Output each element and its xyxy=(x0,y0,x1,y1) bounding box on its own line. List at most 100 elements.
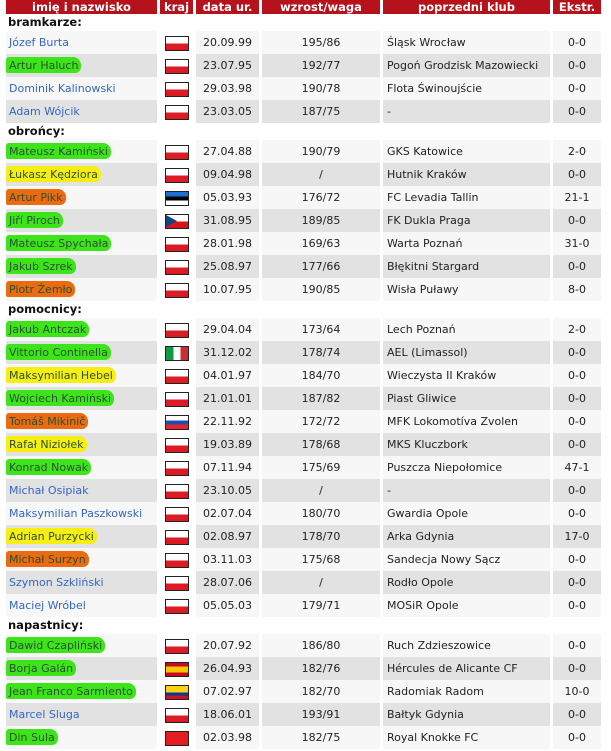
player-row: Łukasz Kędziora 09.04.98 / Hutnik Kraków… xyxy=(6,163,601,186)
ekstraklasa-stats-cell: 0-0 xyxy=(553,703,601,726)
flag-cz-icon xyxy=(164,213,189,229)
height-weight-cell: 192/77 xyxy=(262,54,380,77)
previous-club-cell: Hércules de Alicante CF xyxy=(383,657,550,680)
player-name-cell: Mateusz Spychała xyxy=(6,232,157,255)
player-name-link[interactable]: Szymon Szkliński xyxy=(9,576,104,589)
ekstraklasa-stats-cell: 0-0 xyxy=(553,433,601,456)
squad-table: imię i nazwisko kraj data ur. wzrost/wag… xyxy=(3,0,604,749)
player-row: Din Sula 02.03.98 182/75 Royal Knokke FC… xyxy=(6,726,601,749)
flag-pl-icon xyxy=(164,35,189,51)
ekstraklasa-stats-cell: 8-0 xyxy=(553,278,601,301)
player-name-link[interactable]: Piotr Żemło xyxy=(6,281,76,297)
flag-pl-icon xyxy=(164,437,189,453)
player-name-cell: Tomáš Mikinič xyxy=(6,410,157,433)
flag-pl-icon xyxy=(164,552,189,568)
section-header: obrońcy: xyxy=(6,123,601,140)
ekstraklasa-stats-cell: 0-0 xyxy=(553,479,601,502)
player-name-link[interactable]: Adam Wójcik xyxy=(9,105,80,118)
player-row: Konrad Nowak 07.11.94 175/69 Puszcza Nie… xyxy=(6,456,601,479)
player-name-link[interactable]: Dawid Czapliński xyxy=(6,637,106,653)
height-weight-cell: 182/76 xyxy=(262,657,380,680)
height-weight-cell: 190/78 xyxy=(262,77,380,100)
header-height-weight: wzrost/waga xyxy=(262,0,380,14)
player-name-link[interactable]: Jakub Szrek xyxy=(6,258,76,274)
height-weight-cell: 177/66 xyxy=(262,255,380,278)
player-name-cell: Artur Haluch xyxy=(6,54,157,77)
header-country: kraj xyxy=(160,0,193,14)
player-name-cell: Mateusz Kamiński xyxy=(6,140,157,163)
player-name-cell: Adam Wójcik xyxy=(6,100,157,123)
player-name-link[interactable]: Łukasz Kędziora xyxy=(6,166,101,182)
ekstraklasa-stats-cell: 0-0 xyxy=(553,100,601,123)
player-name-link[interactable]: Maksymilian Paszkowski xyxy=(9,507,143,520)
player-name-cell: Borja Galán xyxy=(6,657,157,680)
ekstraklasa-stats-cell: 0-0 xyxy=(553,387,601,410)
player-name-link[interactable]: Artur Haluch xyxy=(6,57,82,73)
flag-pl-icon xyxy=(164,322,189,338)
player-name-link[interactable]: Jakub Antczak xyxy=(6,321,90,337)
section-header: pomocnicy: xyxy=(6,301,601,318)
player-name-link[interactable]: Michał Osipiak xyxy=(9,484,89,497)
player-name-link[interactable]: Adrian Purzycki xyxy=(6,528,97,544)
country-cell xyxy=(160,77,193,100)
ekstraklasa-stats-cell: 0-0 xyxy=(553,410,601,433)
player-name-link[interactable]: Michał Surzyn xyxy=(6,551,89,567)
player-row: Rafał Niziołek 19.03.89 178/68 MKS Klucz… xyxy=(6,433,601,456)
player-name-link[interactable]: Jean Franco Sarmiento xyxy=(6,683,136,699)
player-name-link[interactable]: Wojciech Kamiński xyxy=(6,390,115,406)
dob-cell: 23.03.05 xyxy=(196,100,259,123)
player-name-link[interactable]: Mateusz Spychała xyxy=(6,235,112,251)
player-name-cell: Dominik Kalinowski xyxy=(6,77,157,100)
player-name-link[interactable]: Maciej Wróbel xyxy=(9,599,86,612)
player-name-link[interactable]: Rafał Niziołek xyxy=(6,436,87,452)
player-row: Tomáš Mikinič 22.11.92 172/72 MFK Lokomo… xyxy=(6,410,601,433)
player-name-cell: Józef Burta xyxy=(6,31,157,54)
player-name-cell: Dawid Czapliński xyxy=(6,634,157,657)
dob-cell: 31.12.02 xyxy=(196,341,259,364)
country-cell xyxy=(160,209,193,232)
dob-cell: 07.11.94 xyxy=(196,456,259,479)
player-name-cell: Michał Surzyn xyxy=(6,548,157,571)
previous-club-cell: Gwardia Opole xyxy=(383,502,550,525)
country-cell xyxy=(160,410,193,433)
dob-cell: 31.08.95 xyxy=(196,209,259,232)
country-cell xyxy=(160,502,193,525)
player-name-link[interactable]: Józef Burta xyxy=(9,36,69,49)
player-name-link[interactable]: Maksymilian Hebel xyxy=(6,367,116,383)
flag-pl-icon xyxy=(164,506,189,522)
player-name-link[interactable]: Konrad Nowak xyxy=(6,459,92,475)
country-cell xyxy=(160,571,193,594)
player-row: Artur Pikk 05.03.93 176/72 FC Levadia Ta… xyxy=(6,186,601,209)
ekstraklasa-stats-cell: 0-0 xyxy=(553,364,601,387)
previous-club-cell: Wisła Puławy xyxy=(383,278,550,301)
section-title: obrońcy: xyxy=(8,124,65,138)
player-name-link[interactable]: Marcel Sluga xyxy=(9,708,80,721)
player-name-cell: Adrian Purzycki xyxy=(6,525,157,548)
ekstraklasa-stats-cell: 0-0 xyxy=(553,31,601,54)
country-cell xyxy=(160,31,193,54)
height-weight-cell: 190/85 xyxy=(262,278,380,301)
flag-pl-icon xyxy=(164,598,189,614)
player-name-cell: Jakub Antczak xyxy=(6,318,157,341)
dob-cell: 20.09.99 xyxy=(196,31,259,54)
player-name-link[interactable]: Jiří Piroch xyxy=(6,212,63,228)
previous-club-cell: Lech Poznań xyxy=(383,318,550,341)
player-name-link[interactable]: Din Sula xyxy=(6,729,58,745)
player-name-link[interactable]: Borja Galán xyxy=(6,660,77,676)
country-cell xyxy=(160,456,193,479)
previous-club-cell: MFK Lokomotíva Zvolen xyxy=(383,410,550,433)
dob-cell: 05.03.93 xyxy=(196,186,259,209)
player-name-link[interactable]: Dominik Kalinowski xyxy=(9,82,116,95)
player-name-cell: Din Sula xyxy=(6,726,157,749)
ekstraklasa-stats-cell: 0-0 xyxy=(553,163,601,186)
previous-club-cell: FK Dukla Praga xyxy=(383,209,550,232)
ekstraklasa-stats-cell: 0-0 xyxy=(553,255,601,278)
player-row: Adrian Purzycki 02.08.97 178/70 Arka Gdy… xyxy=(6,525,601,548)
ekstraklasa-stats-cell: 2-0 xyxy=(553,318,601,341)
player-name-link[interactable]: Tomáš Mikinič xyxy=(6,413,89,429)
player-name-link[interactable]: Artur Pikk xyxy=(6,189,66,205)
player-name-link[interactable]: Mateusz Kamiński xyxy=(6,143,111,159)
player-name-link[interactable]: Vittorio Continella xyxy=(6,344,111,360)
height-weight-cell: 187/82 xyxy=(262,387,380,410)
height-weight-cell: 169/63 xyxy=(262,232,380,255)
